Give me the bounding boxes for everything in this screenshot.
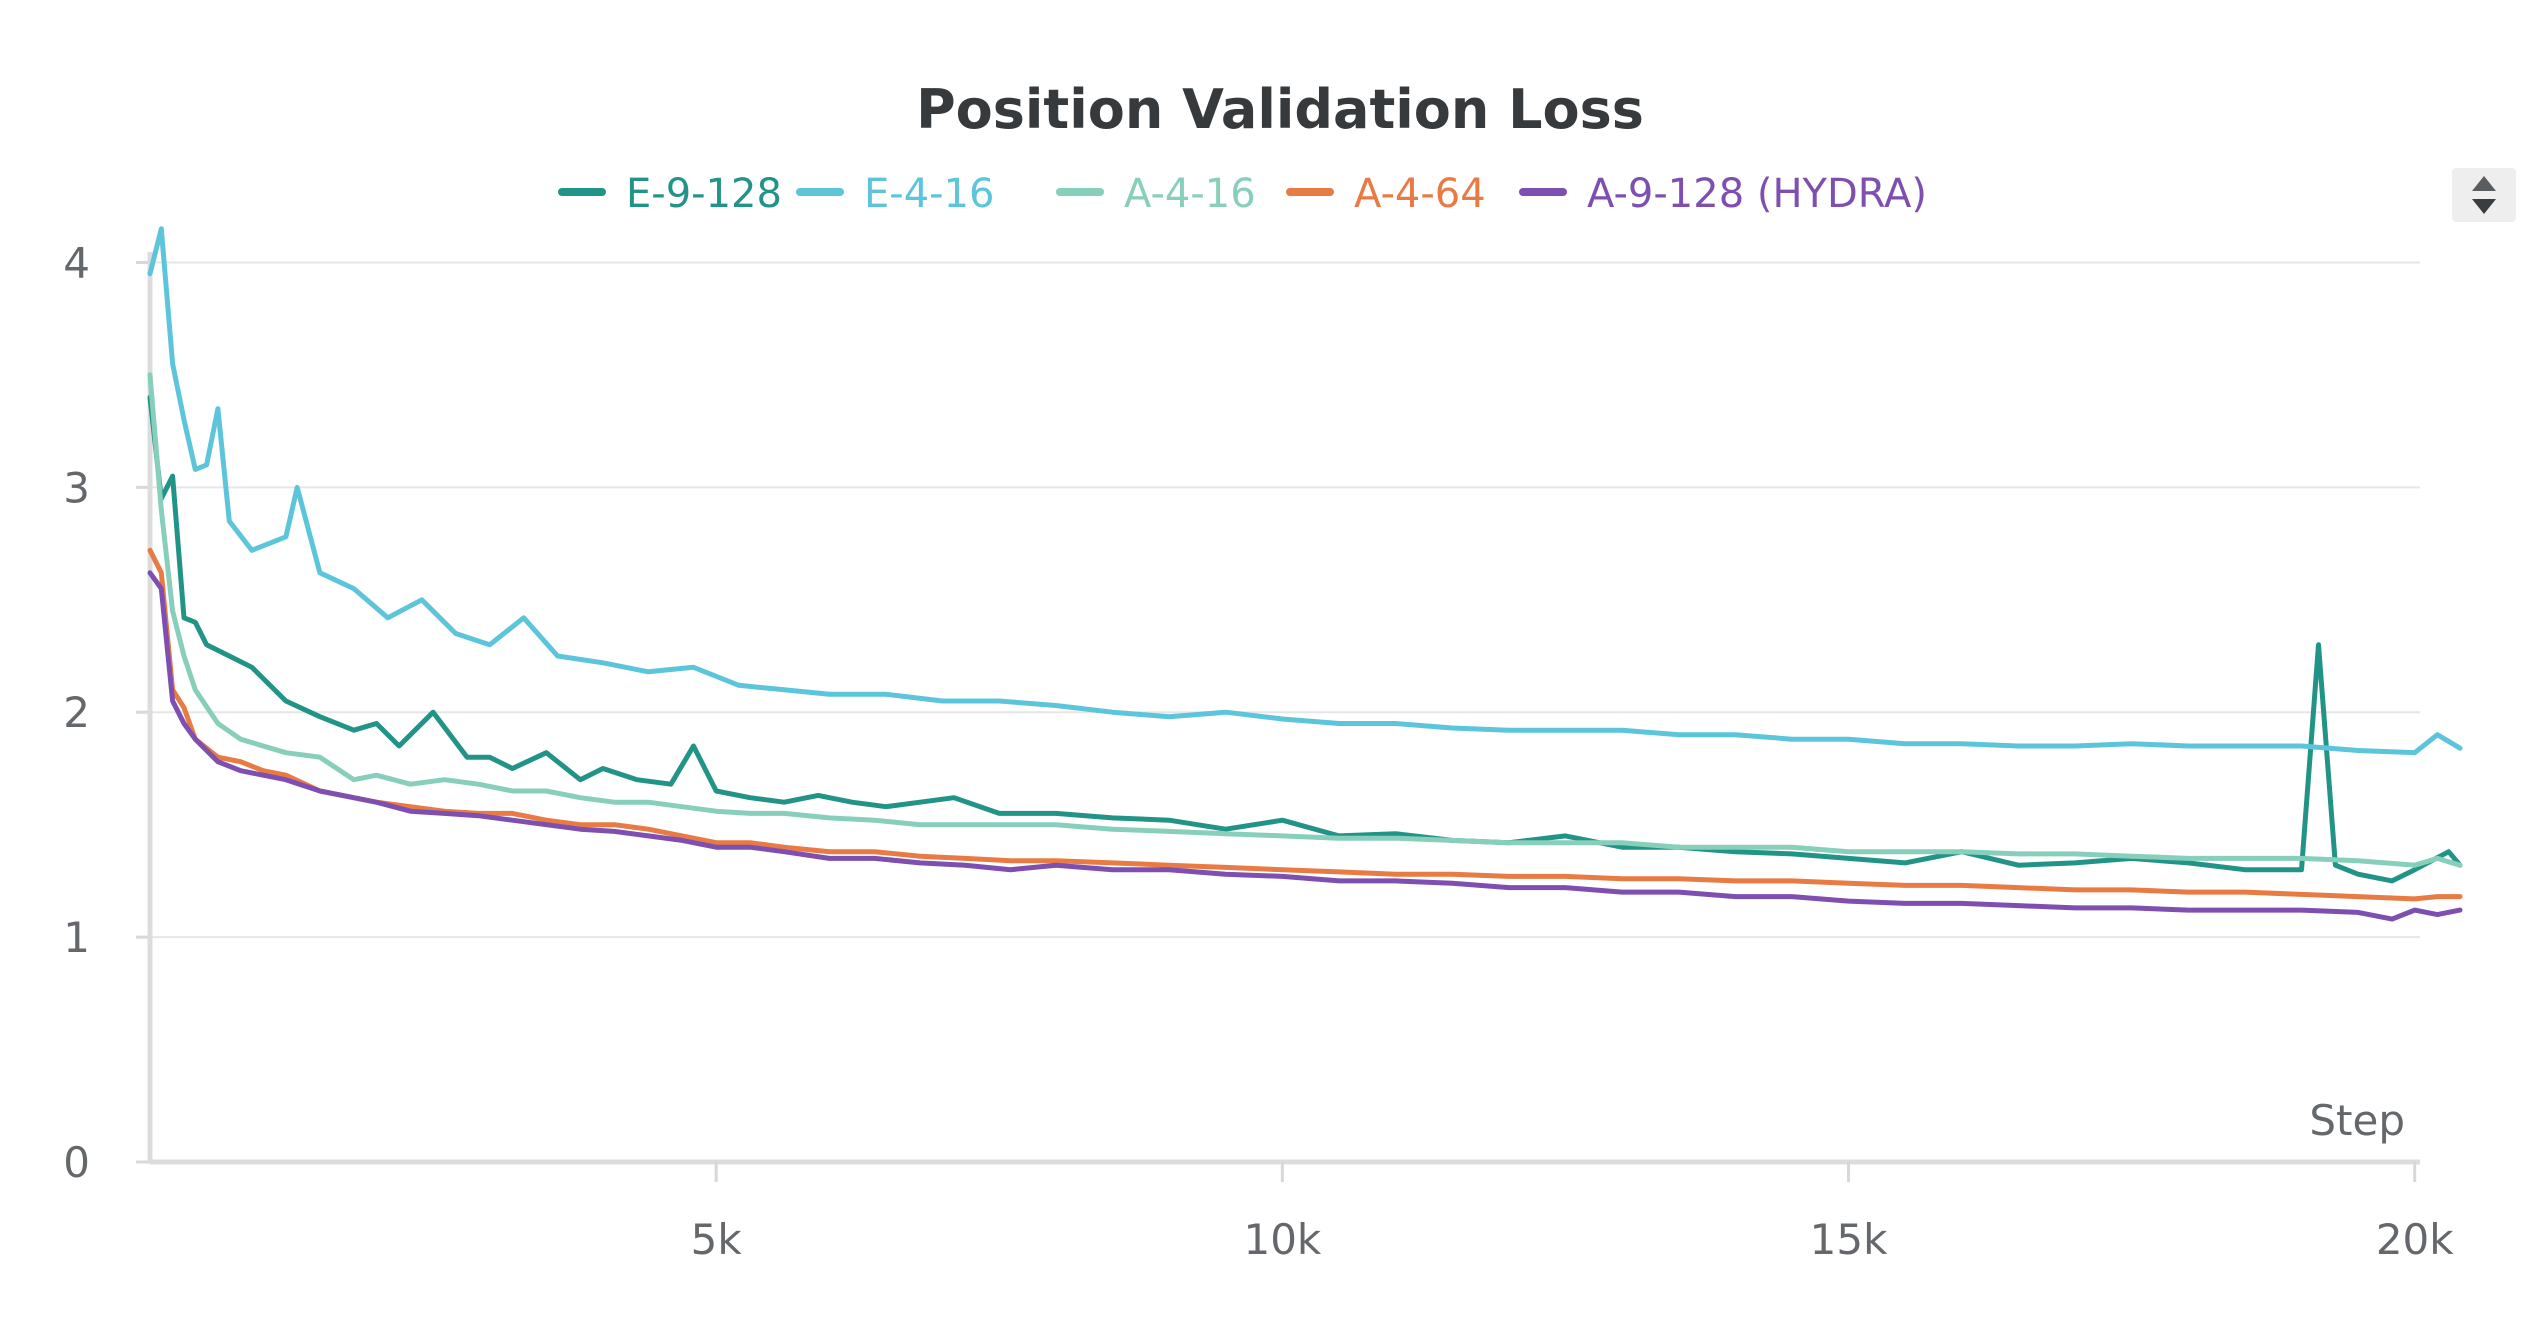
legend-scroll-background xyxy=(2452,168,2516,222)
x-tick-label: 10k xyxy=(1243,1215,1321,1264)
tick-labels: 0 1 2 3 4 5k 10k 15k 20k xyxy=(63,238,2454,1264)
legend-item-2[interactable]: E-4-16 xyxy=(796,171,995,217)
legend: E-9-128 E-4-16 A-4-16 A-4-64 A-9-128 (HYDRA) xyxy=(558,171,1927,217)
x-axis-title: Step xyxy=(2309,1096,2405,1145)
y-tick-label: 1 xyxy=(63,913,90,962)
legend-label: E-9-128 xyxy=(626,171,782,217)
legend-item-3[interactable]: A-4-16 xyxy=(1056,171,1256,217)
legend-scroll-control[interactable] xyxy=(2452,168,2516,222)
legend-item-5[interactable]: A-9-128 (HYDRA) xyxy=(1519,171,1927,217)
series-line-2[interactable] xyxy=(147,226,2463,756)
grid xyxy=(150,261,2420,939)
y-tick-label: 0 xyxy=(63,1138,90,1187)
legend-item-1[interactable]: E-9-128 xyxy=(558,171,782,217)
triangle-up-icon[interactable] xyxy=(2472,176,2496,191)
x-tick-label: 5k xyxy=(691,1215,743,1264)
legend-label: A-9-128 (HYDRA) xyxy=(1587,171,1927,217)
series-line-1[interactable] xyxy=(147,394,2463,884)
series-line-5[interactable] xyxy=(147,570,2463,922)
series-line-4[interactable] xyxy=(147,547,2463,902)
triangle-down-icon[interactable] xyxy=(2472,199,2496,214)
series-group xyxy=(147,226,2463,922)
chart-title: Position Validation Loss xyxy=(916,78,1644,141)
legend-label: A-4-64 xyxy=(1354,171,1486,217)
legend-label: E-4-16 xyxy=(864,171,995,217)
legend-label: A-4-16 xyxy=(1124,171,1256,217)
x-tick-label: 20k xyxy=(2376,1215,2454,1264)
x-tick-label: 15k xyxy=(1810,1215,1888,1264)
series-line-3[interactable] xyxy=(147,372,2463,868)
y-tick-label: 2 xyxy=(63,688,90,737)
y-tick-label: 4 xyxy=(63,238,90,287)
legend-item-4[interactable]: A-4-64 xyxy=(1286,171,1486,217)
y-tick-label: 3 xyxy=(63,463,90,512)
